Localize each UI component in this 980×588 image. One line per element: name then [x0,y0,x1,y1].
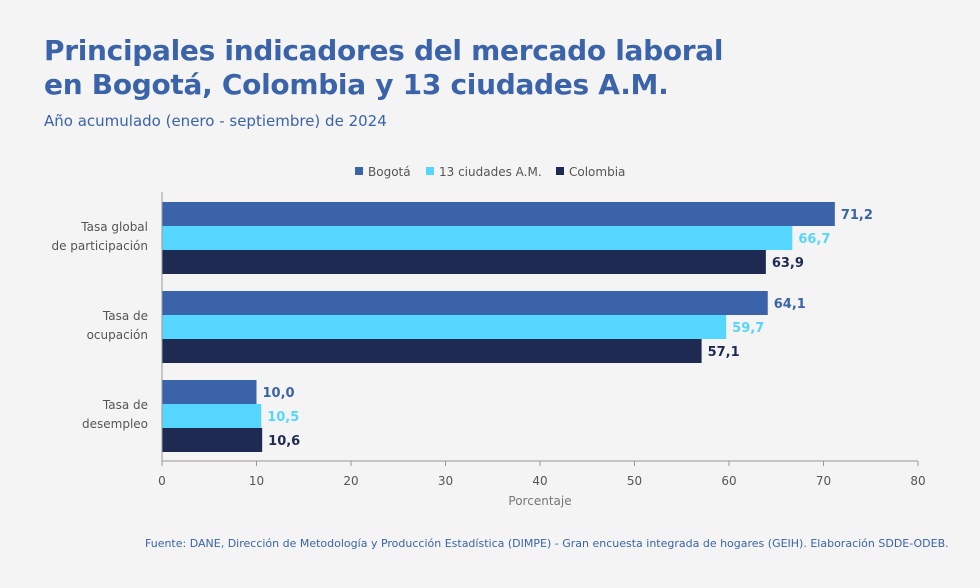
x-tick-label: 80 [910,474,925,488]
legend-swatch [355,167,363,175]
bar [162,226,793,250]
data-label: 10,6 [268,434,300,449]
x-tick-label: 30 [438,474,453,488]
bar [162,428,263,452]
x-axis-title: Porcentaje [508,494,571,508]
category-label: Tasa de [102,398,148,412]
data-label: 71,2 [841,208,873,223]
bar [162,339,702,363]
bar [162,380,257,404]
legend-entry: 13 ciudades A.M. [439,165,542,179]
data-label: 66,7 [798,232,830,247]
data-label: 10,5 [267,410,299,425]
bar [162,315,727,339]
title-line-1: Principales indicadores del mercado labo… [44,34,724,67]
bar [162,291,768,315]
data-label: 63,9 [772,256,804,271]
data-label: 57,1 [708,345,740,360]
data-label: 10,0 [263,386,295,401]
bar [162,202,835,226]
x-tick-label: 50 [627,474,642,488]
chart-title: Principales indicadores del mercado labo… [44,34,724,102]
category-label: de participación [51,239,148,253]
category-label: desempleo [82,417,148,431]
category-label: Tasa de [102,309,148,323]
bar [162,404,262,428]
legend-swatch [556,167,564,175]
data-label: 59,7 [732,321,764,336]
x-tick-label: 70 [816,474,831,488]
x-tick-label: 20 [343,474,358,488]
x-tick-label: 40 [532,474,547,488]
legend-entry: Colombia [569,165,625,179]
x-tick-label: 10 [249,474,264,488]
category-label: Tasa global [80,220,148,234]
chart-subtitle: Año acumulado (enero - septiembre) de 20… [44,112,387,130]
source-note: Fuente: DANE, Dirección de Metodología y… [145,537,949,550]
category-label: ocupación [87,328,148,342]
data-label: 64,1 [774,297,806,312]
legend-entry: Bogotá [368,165,411,179]
legend-swatch [426,167,434,175]
bar [162,250,766,274]
x-tick-label: 60 [721,474,736,488]
title-line-2: en Bogotá, Colombia y 13 ciudades A.M. [44,68,669,101]
x-tick-label: 0 [158,474,166,488]
